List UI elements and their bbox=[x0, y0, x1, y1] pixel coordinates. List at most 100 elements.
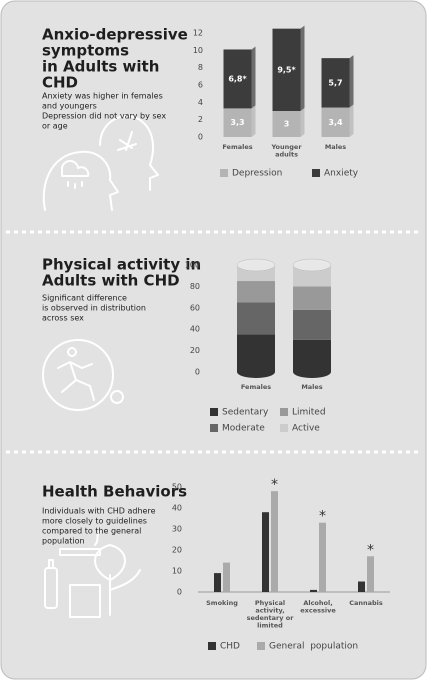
panel-title: symptoms bbox=[42, 42, 129, 60]
bar-side bbox=[251, 105, 256, 137]
x-tick-label: Cannabis bbox=[349, 599, 383, 607]
panel-text: and youngers bbox=[42, 102, 97, 111]
panel-text: more closely to guidelines bbox=[42, 517, 147, 526]
bar-side bbox=[300, 25, 305, 112]
panel-title: CHD bbox=[42, 74, 78, 92]
runner-icon bbox=[42, 339, 124, 411]
bar bbox=[358, 581, 365, 592]
significance-marker: * bbox=[367, 542, 374, 558]
bar-segment bbox=[223, 108, 252, 137]
panel-title: Adults with CHD bbox=[42, 272, 180, 290]
significance-marker: * bbox=[319, 509, 326, 525]
legend-swatch bbox=[280, 424, 288, 432]
bar-side bbox=[251, 46, 256, 109]
value-label: 9,5* bbox=[277, 65, 296, 74]
y-tick-label: 0 bbox=[198, 133, 203, 142]
legend-label: Depression bbox=[232, 169, 282, 179]
y-tick-label: 0 bbox=[177, 588, 182, 597]
cylinder-top bbox=[236, 258, 276, 272]
panel-text: across sex bbox=[42, 314, 84, 323]
legend-swatch bbox=[208, 642, 216, 650]
y-tick-label: 12 bbox=[193, 29, 203, 38]
y-tick-label: 0 bbox=[195, 368, 200, 377]
panel-title: Anxio-depressive bbox=[42, 26, 188, 44]
bar-segment bbox=[272, 28, 301, 112]
y-tick-label: 50 bbox=[172, 483, 182, 492]
panel-text: or age bbox=[42, 122, 68, 131]
bar-side bbox=[300, 108, 305, 137]
panel-text: Individuals with CHD adhere bbox=[42, 507, 156, 516]
y-tick-label: 2 bbox=[198, 115, 203, 124]
bar-side bbox=[349, 55, 354, 108]
bar bbox=[367, 556, 374, 592]
bar bbox=[271, 491, 278, 592]
y-tick-label: 10 bbox=[172, 567, 182, 576]
head-icon bbox=[42, 115, 159, 211]
panel-text: Significant difference bbox=[42, 294, 127, 303]
bar bbox=[223, 562, 230, 592]
x-tick-label: Alcohol, excessive bbox=[300, 599, 336, 614]
bar-segment bbox=[321, 107, 350, 137]
value-label: 3,4 bbox=[328, 118, 343, 127]
y-tick-label: 4 bbox=[198, 98, 203, 107]
bar bbox=[319, 522, 326, 592]
habits-icon bbox=[44, 530, 141, 618]
legend-swatch bbox=[312, 169, 320, 177]
x-tick-label: Females bbox=[222, 143, 252, 151]
y-tick-label: 40 bbox=[190, 325, 200, 334]
panel-text: compared to the general bbox=[42, 527, 141, 536]
legend-label: Moderate bbox=[222, 424, 265, 434]
panel-title: Physical activity in bbox=[42, 256, 201, 274]
panel-title: Health Behaviors bbox=[42, 483, 187, 501]
y-tick-label: 20 bbox=[172, 546, 182, 555]
legend-swatch bbox=[280, 408, 288, 416]
x-tick-label: Smoking bbox=[206, 599, 238, 607]
y-tick-label: 10 bbox=[193, 46, 203, 55]
panel-text: population bbox=[42, 537, 85, 546]
cylinder-segment bbox=[237, 334, 275, 372]
cylinder-segment bbox=[237, 281, 275, 303]
x-tick-label: Males bbox=[301, 383, 322, 391]
y-tick-label: 20 bbox=[190, 346, 200, 355]
cylinder-segment bbox=[293, 339, 331, 372]
legend-label: General population bbox=[269, 642, 358, 652]
significance-marker: * bbox=[271, 477, 278, 493]
bar bbox=[262, 512, 269, 592]
bar-segment bbox=[223, 49, 252, 109]
legend-swatch bbox=[257, 642, 265, 650]
legend-swatch bbox=[210, 424, 218, 432]
y-tick-label: 60 bbox=[190, 303, 200, 312]
panel-text: Anxiety was higher in females bbox=[42, 92, 163, 101]
legend-label: Anxiety bbox=[324, 169, 359, 179]
x-tick-label: Females bbox=[241, 383, 271, 391]
y-tick-label: 80 bbox=[190, 282, 200, 291]
bar-side bbox=[349, 104, 354, 137]
legend-label: CHD bbox=[220, 642, 240, 652]
y-tick-label: 100 bbox=[185, 261, 200, 270]
y-tick-label: 8 bbox=[198, 63, 203, 72]
bar bbox=[214, 573, 221, 592]
bar-segment bbox=[321, 58, 350, 108]
y-tick-label: 6 bbox=[198, 81, 203, 90]
panel-text: Depression did not vary by sex bbox=[42, 112, 166, 121]
bar bbox=[310, 589, 317, 592]
legend-label: Sedentary bbox=[222, 408, 269, 418]
cylinder-segment bbox=[293, 286, 331, 310]
cylinder-segment bbox=[237, 302, 275, 335]
value-label: 5,7 bbox=[328, 78, 342, 87]
x-tick-label: Physical activity, sedentary or limited bbox=[247, 599, 295, 629]
legend-label: Active bbox=[292, 424, 320, 434]
legend-swatch bbox=[210, 408, 218, 416]
value-label: 3,3 bbox=[230, 118, 244, 127]
bar-segment bbox=[272, 111, 301, 137]
value-label: 6,8* bbox=[228, 74, 247, 83]
panel-title: in Adults with bbox=[42, 58, 159, 76]
cylinder-segment bbox=[293, 309, 331, 340]
y-tick-label: 40 bbox=[172, 504, 182, 513]
cylinder-top bbox=[292, 258, 332, 272]
panel-text: is observed in distribution bbox=[42, 304, 146, 313]
legend-swatch bbox=[220, 169, 228, 177]
y-tick-label: 30 bbox=[172, 525, 182, 534]
legend-label: Limited bbox=[292, 408, 326, 418]
